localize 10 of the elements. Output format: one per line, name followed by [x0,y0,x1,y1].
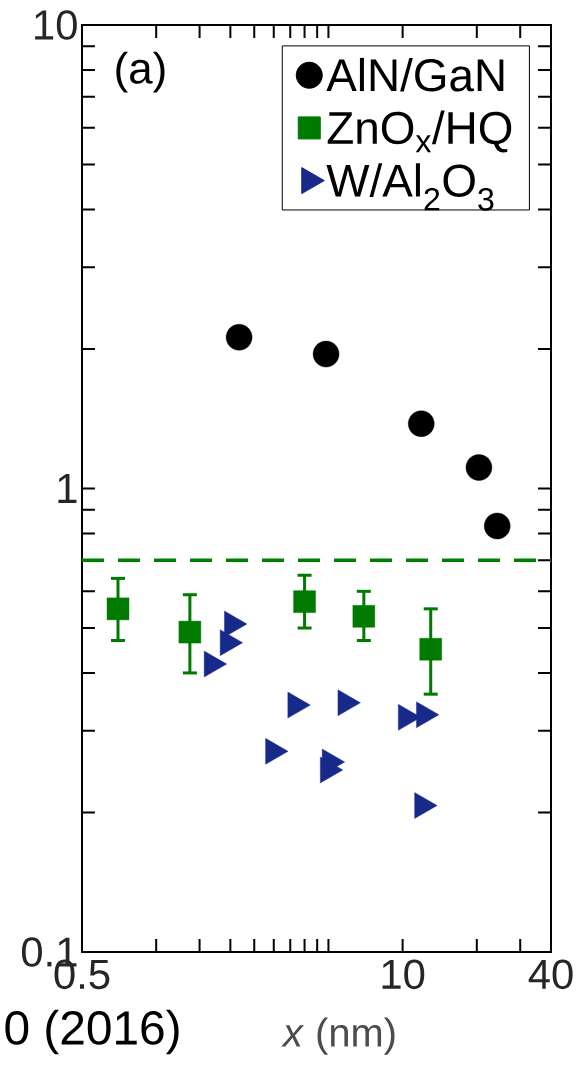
x-axis-title: x (nm) [281,1017,395,1055]
x-tick-label: 10 [382,959,425,990]
y-tick-label: 10 [35,10,77,40]
text: 0 (2016) [5,1009,179,1055]
y-tick-label: 1 [58,474,77,503]
annotation: (a) [116,51,165,93]
legend-label: AlN/GaN [326,57,504,92]
x-tick-label: 40 [528,959,573,990]
legend-label: ZnO$_{x}$/HQ [327,110,512,153]
legend-label: W/Al$_{2}$O$_{3}$ [326,163,494,211]
